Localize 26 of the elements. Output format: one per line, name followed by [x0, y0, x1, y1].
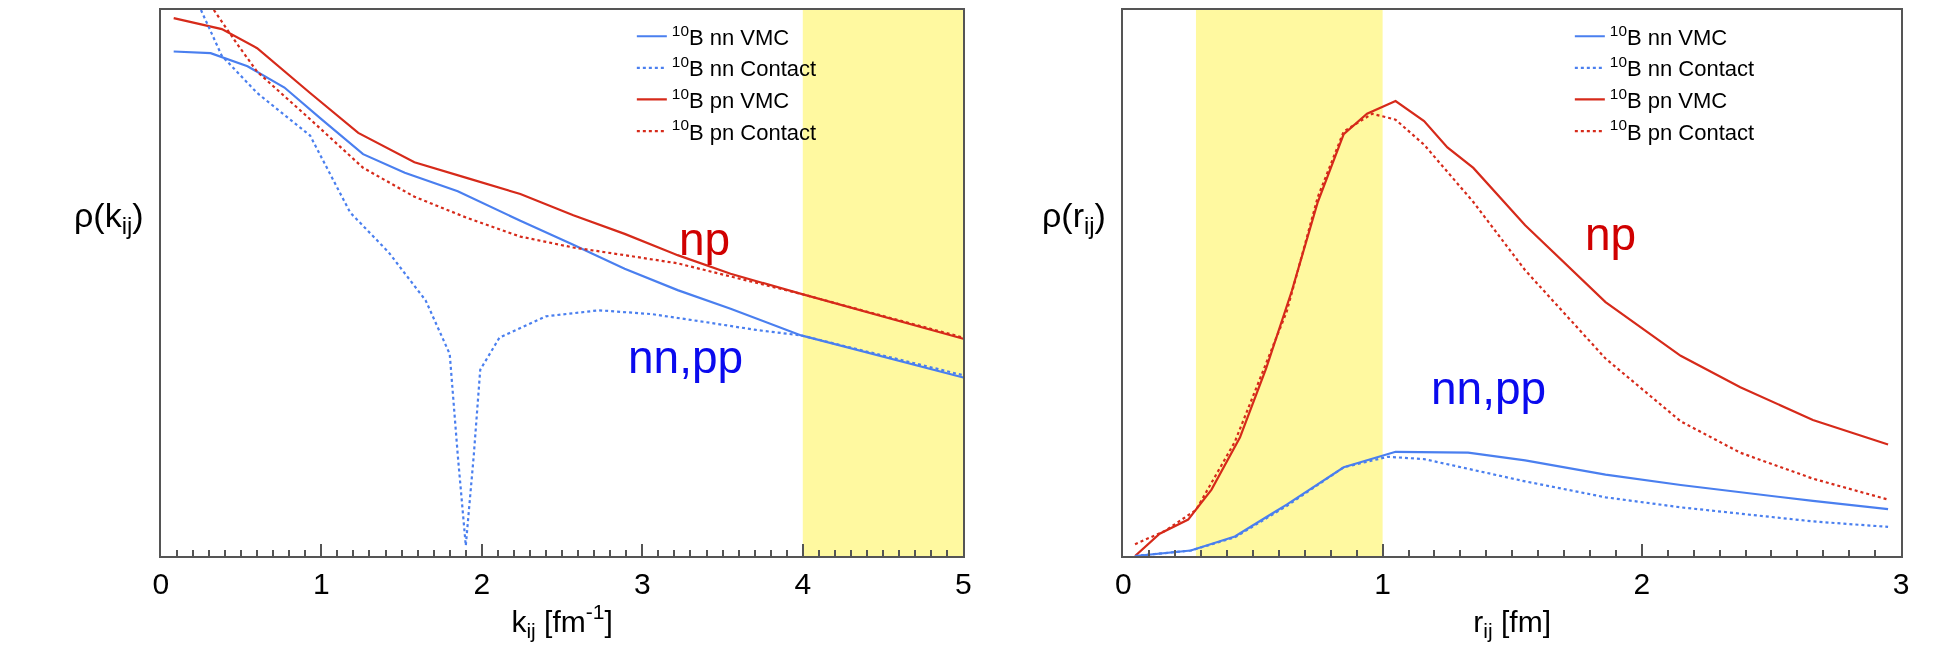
x-tick-label: 3 [633, 567, 651, 600]
legend-label: $^{10}$B nn VMC [1609, 21, 1728, 50]
legend-label: $^{10}$B pn VMC [671, 84, 790, 114]
legend-label: $^{10}$B pn Contact [671, 116, 817, 145]
y-axis-title: ρ(k$_{ij}$) [74, 196, 144, 240]
x-tick-label: 4 [794, 567, 812, 600]
x-tick-label: 1 [313, 567, 330, 600]
x-tick-label: 0 [1115, 567, 1132, 600]
x-tick-label: 1 [1374, 567, 1391, 600]
x-tick-label: 5 [954, 567, 972, 600]
legend-label: $^{10}$B nn VMC [671, 21, 790, 50]
x-tick-label: 2 [473, 567, 491, 600]
x-tick-label: 3 [1892, 567, 1910, 600]
x-axis-title: r$_{ij}$ [fm] [1473, 605, 1552, 643]
x-tick-label: 2 [1633, 567, 1651, 600]
x-tick-label: 0 [152, 567, 170, 600]
legend-label: $^{10}$B nn Contact [671, 53, 817, 82]
legend-label: $^{10}$B nn Contact [1609, 53, 1755, 82]
annotation: nn,pp [628, 331, 744, 383]
annotation: nn,pp [1431, 362, 1547, 414]
annotation: np [679, 213, 731, 265]
legend-label: $^{10}$B pn Contact [1609, 116, 1755, 145]
y-axis-title: ρ(r$_{ij}$) [1042, 196, 1106, 240]
legend-label: $^{10}$B pn VMC [1609, 84, 1728, 114]
x-axis-title: k$_{ij}$ [fm$^{-1}$] [511, 600, 613, 643]
annotation: np [1585, 208, 1637, 260]
